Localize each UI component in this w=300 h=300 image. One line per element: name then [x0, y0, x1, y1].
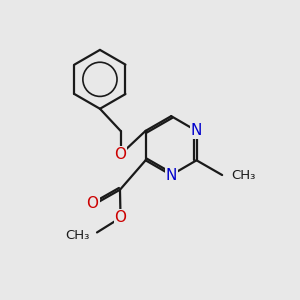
Text: N: N	[191, 123, 202, 138]
Text: O: O	[115, 147, 127, 162]
Text: CH₃: CH₃	[65, 229, 90, 242]
Text: O: O	[115, 210, 127, 225]
Text: N: N	[166, 167, 177, 182]
Text: CH₃: CH₃	[231, 169, 255, 182]
Text: O: O	[87, 196, 99, 211]
